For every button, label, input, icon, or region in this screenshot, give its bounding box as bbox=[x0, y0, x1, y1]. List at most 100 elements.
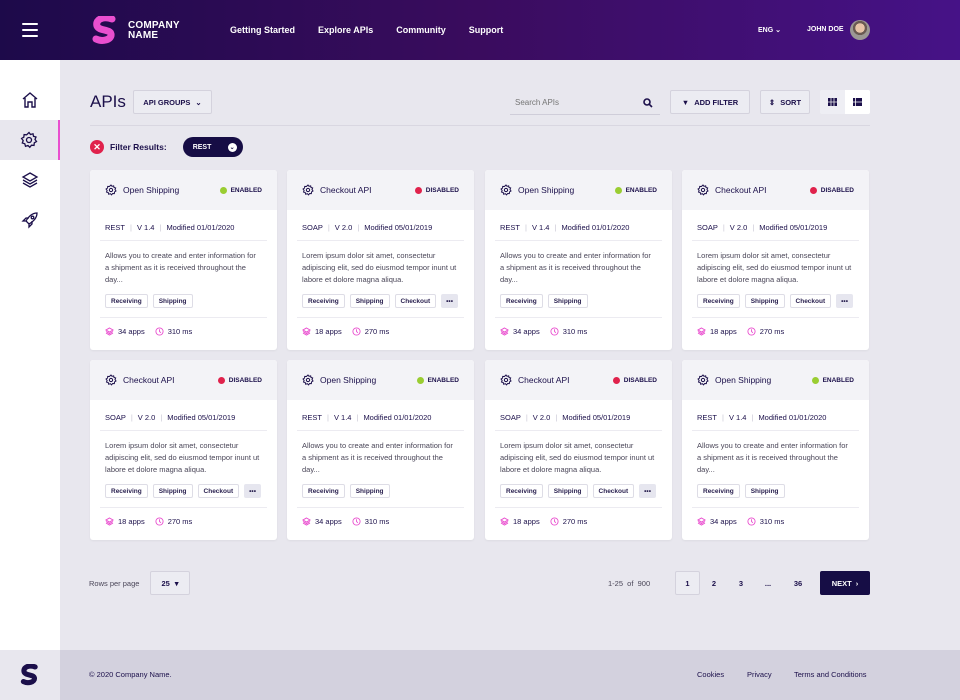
sidebar-item-home[interactable] bbox=[0, 80, 60, 120]
search-input[interactable] bbox=[515, 98, 635, 107]
user-name[interactable]: JOHN DOE bbox=[807, 26, 844, 33]
rows-per-page-select[interactable]: 25 ▾ bbox=[150, 571, 190, 595]
tag[interactable]: Receiving bbox=[697, 294, 740, 308]
api-card[interactable]: Checkout API DISABLED SOAP | V 2.0 | Modifie… bbox=[287, 170, 474, 350]
latency: 270 ms bbox=[364, 327, 390, 336]
layers-icon bbox=[500, 517, 509, 526]
chevron-down-icon: ⌄ bbox=[775, 27, 781, 34]
api-card[interactable]: Open Shipping ENABLED REST | V 1.4 | Modifie… bbox=[287, 360, 474, 540]
card-footer: 18 apps 270 ms bbox=[100, 507, 267, 526]
page-1[interactable]: 1 bbox=[675, 571, 700, 595]
tag[interactable]: Receiving bbox=[697, 484, 740, 498]
api-name: Checkout API bbox=[123, 375, 175, 385]
nav-explore-apis[interactable]: Explore APIs bbox=[318, 25, 374, 35]
api-card[interactable]: Checkout API DISABLED SOAP | V 2.0 | Modifie… bbox=[485, 360, 672, 540]
tag[interactable]: Shipping bbox=[349, 484, 390, 498]
status-dot bbox=[809, 186, 817, 194]
api-modified: Modified 05/01/2019 bbox=[167, 413, 236, 422]
api-name: Open Shipping bbox=[320, 375, 377, 385]
tag[interactable]: Receiving bbox=[302, 484, 345, 498]
sort-button[interactable]: ⇕ SORT bbox=[760, 90, 810, 114]
card-footer: 34 apps 310 ms bbox=[692, 507, 859, 526]
api-card[interactable]: Open Shipping ENABLED REST | V 1.4 | Modifie… bbox=[90, 170, 277, 350]
tag[interactable]: Shipping bbox=[547, 294, 588, 308]
clock-icon bbox=[550, 327, 559, 336]
api-version: V 2.0 bbox=[334, 223, 353, 232]
tag[interactable]: Shipping bbox=[744, 484, 785, 498]
tag[interactable]: Receiving bbox=[500, 294, 543, 308]
more-tags-button[interactable]: ••• bbox=[244, 484, 261, 498]
layers-icon bbox=[302, 517, 311, 526]
card-footer: 34 apps 310 ms bbox=[100, 317, 267, 336]
api-version: V 1.4 bbox=[333, 413, 352, 422]
tag[interactable]: Checkout bbox=[197, 484, 240, 498]
api-meta: REST | V 1.4 | Modified 01/01/2020 bbox=[100, 223, 267, 241]
api-modified: Modified 01/01/2020 bbox=[758, 413, 827, 422]
tag[interactable]: Receiving bbox=[302, 294, 345, 308]
search-field[interactable] bbox=[510, 91, 660, 115]
tag[interactable]: Shipping bbox=[547, 484, 588, 498]
api-card[interactable]: Open Shipping ENABLED REST | V 1.4 | Modifie… bbox=[485, 170, 672, 350]
api-groups-dropdown[interactable]: API GROUPS ⌄ bbox=[133, 90, 212, 114]
avatar[interactable] bbox=[850, 20, 870, 40]
layers-icon bbox=[500, 327, 509, 336]
footer-link-cookies[interactable]: Cookies bbox=[697, 670, 725, 679]
sidebar bbox=[0, 60, 60, 700]
status-dot bbox=[811, 376, 819, 384]
gear-icon bbox=[105, 184, 117, 196]
clock-icon bbox=[155, 327, 164, 336]
tag[interactable]: Receiving bbox=[105, 294, 148, 308]
tag[interactable]: Shipping bbox=[152, 294, 193, 308]
latency: 310 ms bbox=[167, 327, 193, 336]
grid-view-button[interactable] bbox=[820, 90, 845, 114]
tag-list: Receiving Shipping Checkout ••• bbox=[485, 479, 672, 507]
page-36[interactable]: 36 bbox=[793, 578, 803, 588]
tag[interactable]: Checkout bbox=[394, 294, 437, 308]
tag[interactable]: Shipping bbox=[349, 294, 390, 308]
tag[interactable]: Receiving bbox=[500, 484, 543, 498]
company-logo[interactable] bbox=[90, 16, 120, 44]
tag[interactable]: Shipping bbox=[744, 294, 785, 308]
api-meta: SOAP | V 2.0 | Modified 05/01/2019 bbox=[495, 413, 662, 431]
chevron-down-icon: ⌄ bbox=[195, 97, 202, 107]
tag[interactable]: Checkout bbox=[592, 484, 635, 498]
filter-chip-rest[interactable]: REST ⌄ bbox=[182, 137, 243, 157]
tag-list: Receiving Shipping Checkout ••• bbox=[90, 479, 277, 507]
clear-filter-icon[interactable]: ✕ bbox=[90, 140, 104, 154]
api-card[interactable]: Open Shipping ENABLED REST | V 1.4 | Modifie… bbox=[682, 360, 869, 540]
sidebar-item-layers[interactable] bbox=[0, 160, 60, 200]
status-dot bbox=[612, 376, 620, 384]
card-footer: 18 apps 270 ms bbox=[692, 317, 859, 336]
footer-link-privacy[interactable]: Privacy bbox=[747, 670, 772, 679]
more-tags-button[interactable]: ••• bbox=[441, 294, 458, 308]
search-icon[interactable] bbox=[643, 97, 653, 108]
language-selector[interactable]: ENG ⌄ bbox=[758, 26, 781, 34]
page-2[interactable]: 2 bbox=[711, 578, 717, 588]
next-page-button[interactable]: NEXT › bbox=[820, 571, 870, 595]
more-tags-button[interactable]: ••• bbox=[836, 294, 853, 308]
sidebar-item-launch[interactable] bbox=[0, 200, 60, 240]
list-view-button[interactable] bbox=[845, 90, 870, 114]
gear-icon bbox=[500, 374, 512, 386]
tag[interactable]: Checkout bbox=[789, 294, 832, 308]
footer-link-terms[interactable]: Terms and Conditions bbox=[794, 670, 867, 679]
api-card[interactable]: Checkout API DISABLED SOAP | V 2.0 | Modifie… bbox=[90, 360, 277, 540]
menu-icon[interactable] bbox=[22, 23, 38, 37]
add-filter-button[interactable]: ▼ ADD FILTER bbox=[670, 90, 750, 114]
nav-community[interactable]: Community bbox=[396, 25, 446, 35]
page-3[interactable]: 3 bbox=[738, 578, 744, 588]
api-card[interactable]: Checkout API DISABLED SOAP | V 2.0 | Modifie… bbox=[682, 170, 869, 350]
api-type: REST bbox=[302, 413, 323, 422]
apps-count: 34 apps bbox=[710, 517, 737, 526]
filter-label: Filter Results: bbox=[110, 142, 167, 152]
nav-getting-started[interactable]: Getting Started bbox=[230, 25, 296, 35]
clock-icon bbox=[550, 517, 559, 526]
api-description: Lorem ipsum dolor sit amet, consectetur … bbox=[302, 251, 457, 284]
status-label: ENABLED bbox=[427, 376, 459, 384]
sidebar-item-settings[interactable] bbox=[0, 120, 60, 160]
tag[interactable]: Receiving bbox=[105, 484, 148, 498]
api-name: Open Shipping bbox=[715, 375, 772, 385]
tag[interactable]: Shipping bbox=[152, 484, 193, 498]
nav-support[interactable]: Support bbox=[468, 25, 504, 35]
more-tags-button[interactable]: ••• bbox=[639, 484, 656, 498]
